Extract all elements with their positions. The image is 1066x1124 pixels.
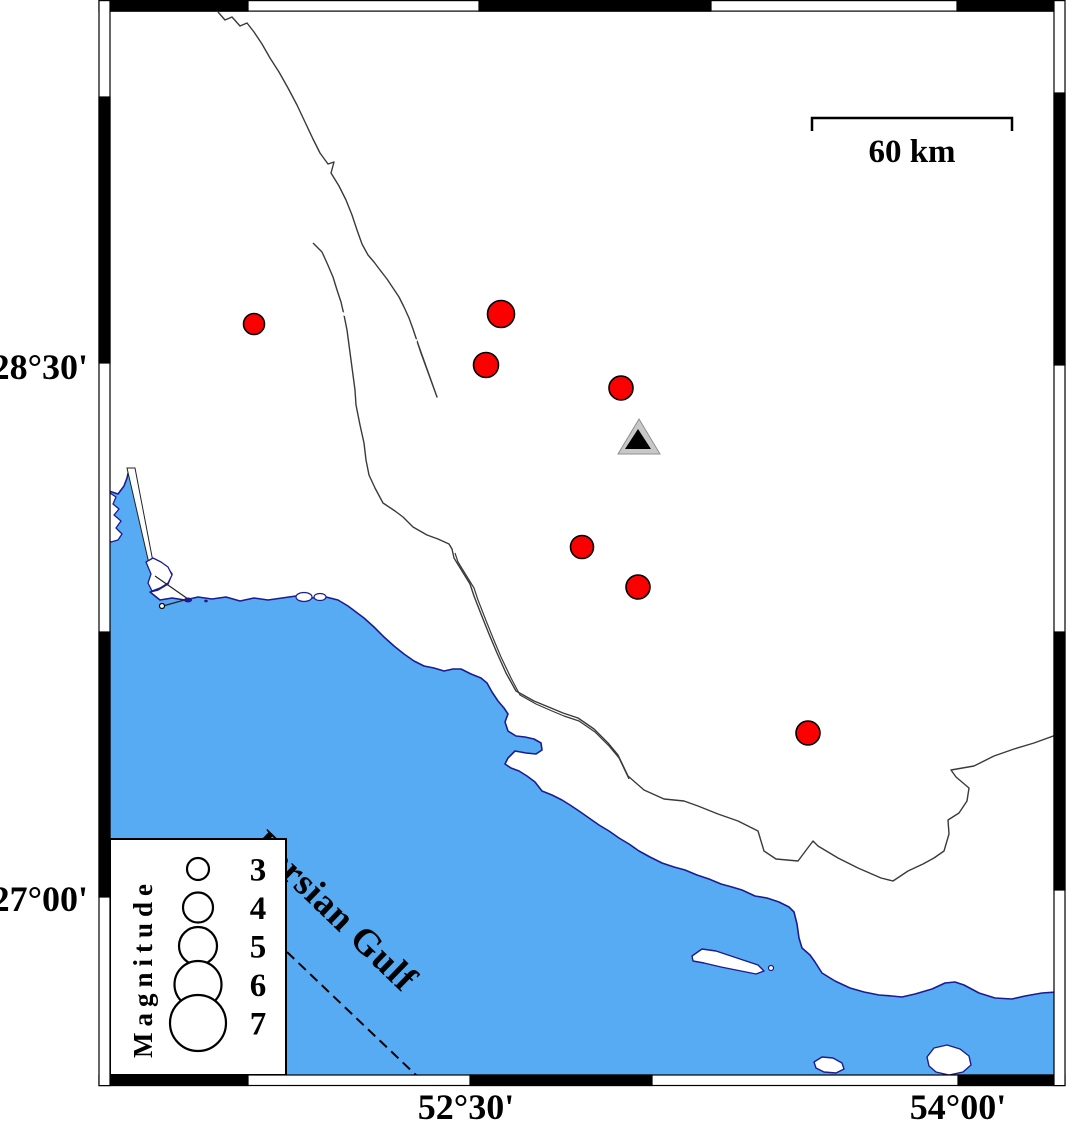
coastal-islet-1 [295,591,313,603]
lat-label-2830: 28°30' [0,347,88,387]
coastal-islet-2 [313,592,327,602]
scale-bar-label: 60 km [868,134,955,170]
earthquake-marker [486,299,516,329]
lagoon-islands [110,492,123,543]
legend-value-4: 4 [250,891,267,927]
island-bottom-right [926,1044,972,1075]
dashed-boundary-line [286,951,418,1075]
lon-label-5230: 52°30' [418,1087,514,1124]
legend-value-5: 5 [250,930,267,966]
map-content: Persian Gulf [110,11,1054,1075]
island-elongated [691,948,765,975]
fault-line [217,11,1054,882]
earthquake-marker [242,312,266,336]
legend-circle-mag-4 [181,891,215,924]
lat-label-2700: 27°00' [0,879,88,919]
coast-dot [184,597,192,603]
fault-line-join [312,242,323,253]
legend-value-6: 6 [250,968,267,1004]
fault-line-upper-join [340,311,418,343]
island-dot [767,964,775,972]
tiny-islet [158,602,166,610]
earthquake-marker [608,375,634,401]
lon-label-5400: 54°00' [910,1087,1006,1124]
island-small [813,1056,845,1074]
event-markers [242,299,821,746]
station-marker-inner [625,429,651,449]
earthquake-marker [472,351,500,379]
earthquake-marker [625,574,651,600]
sea-polygon [110,468,1054,1075]
scale-bar: 60 km [810,116,1014,170]
fault-line-parallel [454,552,630,780]
legend-value-7: 7 [250,1007,267,1043]
coast-dot-2 [204,599,208,603]
breakwater-lines [154,575,189,607]
earthquake-marker [569,534,595,560]
legend-circle-mag-7 [168,993,228,1053]
map-frame [98,0,1066,1087]
earthquake-marker [795,720,821,746]
legend-circle-mag-3 [185,856,211,882]
legend-value-3: 3 [250,853,267,889]
legend-circle-mag-5 [177,925,219,967]
legend-title: Magnitude [128,878,158,1058]
